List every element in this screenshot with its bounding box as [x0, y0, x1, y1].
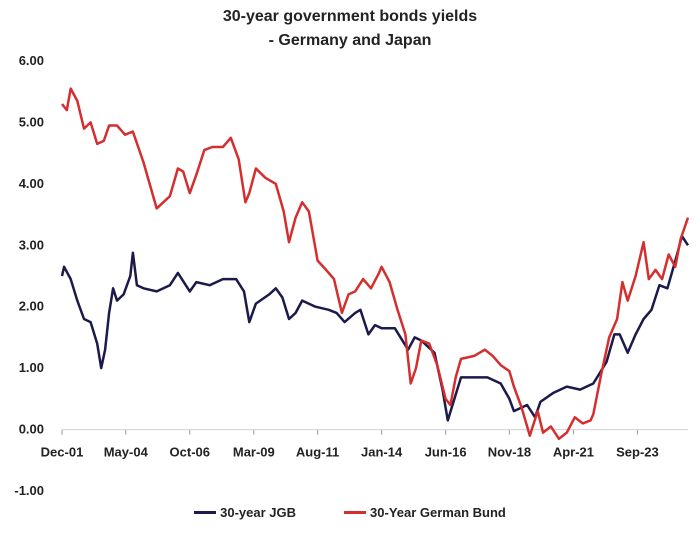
x-axis-ticks: Dec-01 May-04 Oct-06 Mar-09 Aug-11 Jan-14 Jun-…: [41, 429, 659, 460]
y-tick-label: 2.00: [19, 299, 44, 314]
x-tick-label: Dec-01: [41, 445, 84, 460]
x-tick-label: Oct-06: [170, 445, 210, 460]
series-line-jgb: [60, 234, 690, 422]
x-tick-label: Nov-18: [488, 445, 531, 460]
legend-label-jgb: 30-year JGB: [220, 505, 297, 520]
series-layer: [60, 87, 690, 441]
y-tick-label: 0.00: [19, 422, 44, 437]
legend-swatch-bund: [344, 511, 367, 514]
chart-title: 30-year government bonds yields: [222, 8, 478, 25]
y-tick-label: -1.00: [14, 483, 44, 498]
series-line-bund: [61, 87, 690, 441]
y-tick-label: 4.00: [19, 176, 44, 191]
x-tick-label: Apr-21: [553, 445, 594, 460]
x-tick-label: May-04: [104, 445, 149, 460]
x-tick-label: Aug-11: [296, 445, 339, 460]
y-tick-label: 1.00: [19, 360, 44, 375]
y-axis-ticks: 6.00 5.00 4.00 3.00 2.00 1.00 0.00 -1.00: [14, 53, 44, 498]
legend-item-bund: 30-Year German Bund: [344, 505, 506, 520]
x-tick-label: Sep-23: [616, 445, 659, 460]
y-tick-label: 5.00: [19, 114, 44, 129]
x-tick-label: Jun-16: [425, 445, 467, 460]
legend-swatch-jgb: [194, 511, 217, 514]
legend: 30-year JGB 30-Year German Bund: [0, 505, 700, 520]
x-tick-label: Jan-14: [361, 445, 403, 460]
legend-label-bund: 30-Year German Bund: [370, 505, 506, 520]
x-tick-label: Mar-09: [233, 445, 275, 460]
y-tick-label: 3.00: [19, 237, 44, 252]
chart-subtitle: - Germany and Japan: [268, 32, 432, 49]
y-tick-label: 6.00: [19, 53, 44, 68]
legend-item-jgb: 30-year JGB: [194, 505, 296, 520]
